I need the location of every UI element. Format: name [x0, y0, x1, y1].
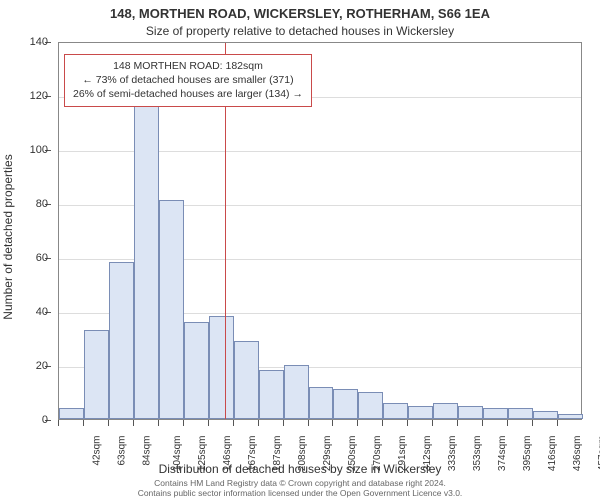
x-tick-label: 42sqm: [92, 436, 103, 466]
x-tick: [133, 420, 134, 426]
x-tick: [407, 420, 408, 426]
x-tick: [432, 420, 433, 426]
x-tick-label: 436sqm: [572, 436, 583, 472]
x-tick-label: 84sqm: [142, 436, 153, 466]
bar: [84, 330, 109, 419]
bar: [59, 408, 84, 419]
x-tick: [58, 420, 59, 426]
footer-text: Contains HM Land Registry data © Crown c…: [0, 478, 600, 498]
bar: [358, 392, 383, 419]
annotation-line2: ← 73% of detached houses are smaller (37…: [73, 73, 303, 87]
y-tick-label: 0: [42, 414, 48, 426]
bar: [209, 316, 234, 419]
y-axis-title: Number of detached properties: [1, 154, 15, 319]
x-tick-label: 312sqm: [422, 436, 433, 472]
bar: [184, 322, 209, 419]
x-tick: [108, 420, 109, 426]
bar: [309, 387, 334, 419]
x-tick-label: 291sqm: [397, 436, 408, 472]
y-tick-label: 20: [36, 360, 48, 372]
chart-title-main: 148, MORTHEN ROAD, WICKERSLEY, ROTHERHAM…: [0, 6, 600, 21]
x-tick-label: 208sqm: [297, 436, 308, 472]
bar: [483, 408, 508, 419]
x-tick: [507, 420, 508, 426]
x-tick-label: 457sqm: [597, 436, 600, 472]
x-tick-label: 63sqm: [117, 436, 128, 466]
bar: [508, 408, 533, 419]
footer-line1: Contains HM Land Registry data © Crown c…: [0, 478, 600, 488]
x-tick: [457, 420, 458, 426]
y-tick-label: 140: [30, 36, 48, 48]
x-tick-label: 250sqm: [347, 436, 358, 472]
x-tick-label: 333sqm: [447, 436, 458, 472]
y-tick-label: 80: [36, 198, 48, 210]
x-tick: [357, 420, 358, 426]
bar: [284, 365, 309, 419]
x-tick: [557, 420, 558, 426]
x-tick: [382, 420, 383, 426]
x-tick-label: 125sqm: [197, 436, 208, 472]
x-tick: [332, 420, 333, 426]
x-tick: [482, 420, 483, 426]
x-tick: [183, 420, 184, 426]
x-tick: [283, 420, 284, 426]
x-tick-label: 229sqm: [322, 436, 333, 472]
chart-container: 148, MORTHEN ROAD, WICKERSLEY, ROTHERHAM…: [0, 0, 600, 500]
x-tick: [308, 420, 309, 426]
chart-title-sub: Size of property relative to detached ho…: [0, 24, 600, 38]
x-tick-label: 395sqm: [522, 436, 533, 472]
x-tick-label: 374sqm: [497, 436, 508, 472]
bar: [558, 414, 583, 419]
x-tick: [158, 420, 159, 426]
bar: [383, 403, 408, 419]
bar: [533, 411, 558, 419]
x-tick: [233, 420, 234, 426]
x-tick-label: 146sqm: [222, 436, 233, 472]
y-tick-label: 40: [36, 306, 48, 318]
bar: [159, 200, 184, 419]
footer-line2: Contains public sector information licen…: [0, 488, 600, 498]
annotation-line3: 26% of semi-detached houses are larger (…: [73, 87, 303, 101]
bar: [259, 370, 284, 419]
x-tick-label: 270sqm: [372, 436, 383, 472]
bar: [134, 90, 159, 419]
bar: [333, 389, 358, 419]
x-tick-label: 416sqm: [547, 436, 558, 472]
x-tick-label: 353sqm: [472, 436, 483, 472]
bar: [433, 403, 458, 419]
y-tick-label: 100: [30, 144, 48, 156]
bar: [458, 406, 483, 420]
annotation-box: 148 MORTHEN ROAD: 182sqm ← 73% of detach…: [64, 54, 312, 107]
x-tick: [83, 420, 84, 426]
x-tick: [532, 420, 533, 426]
x-tick-label: 167sqm: [247, 436, 258, 472]
bar: [234, 341, 259, 419]
annotation-line1: 148 MORTHEN ROAD: 182sqm: [73, 59, 303, 73]
bar: [109, 262, 134, 419]
x-tick-label: 104sqm: [172, 436, 183, 472]
x-tick-label: 187sqm: [272, 436, 283, 472]
y-tick-label: 60: [36, 252, 48, 264]
y-tick-label: 120: [30, 90, 48, 102]
bar: [408, 406, 433, 420]
x-tick: [258, 420, 259, 426]
x-tick: [208, 420, 209, 426]
